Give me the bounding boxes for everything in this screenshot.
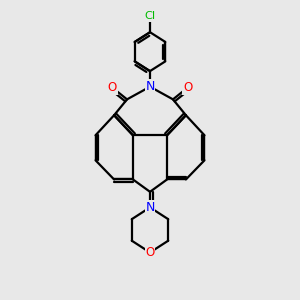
Text: O: O [183,81,192,94]
Text: N: N [145,201,155,214]
Text: N: N [145,80,155,93]
Text: O: O [108,81,117,94]
Text: Cl: Cl [144,11,156,21]
Text: O: O [146,246,154,259]
